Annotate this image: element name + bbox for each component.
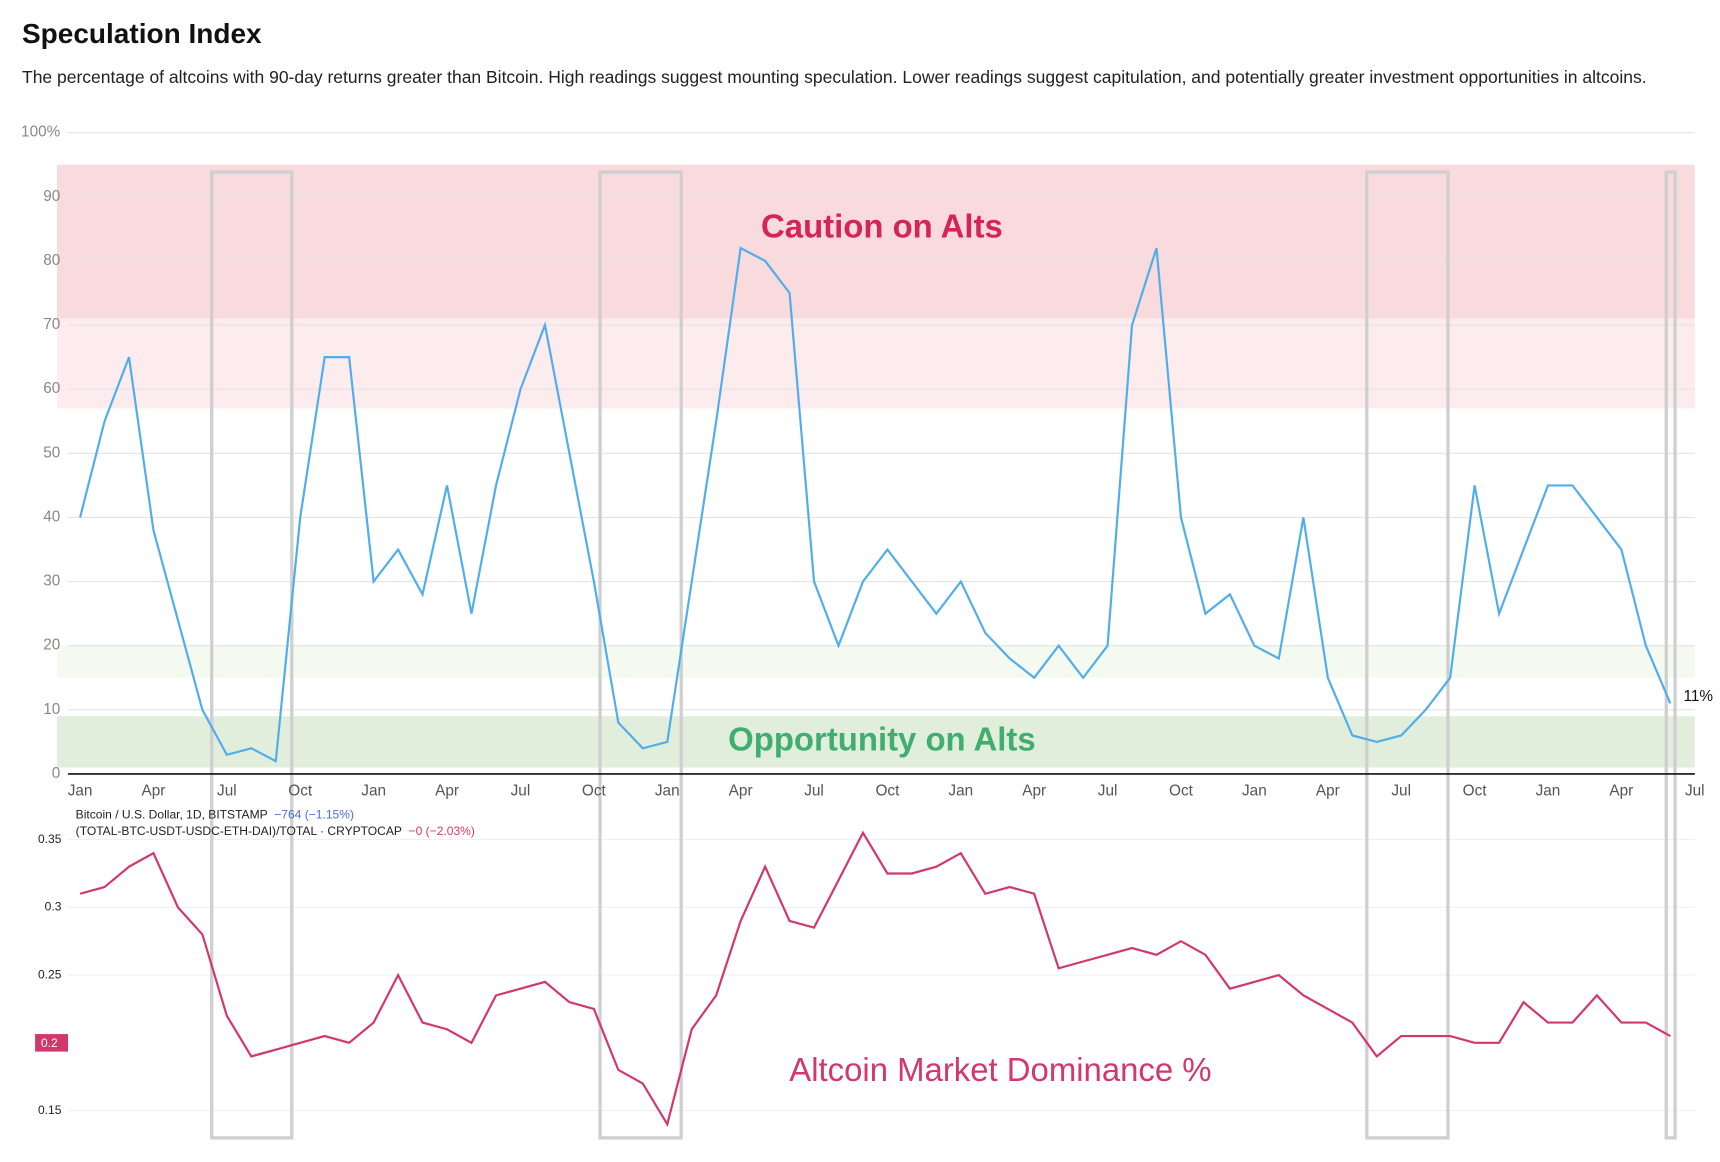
legend-name: (TOTAL-BTC-USDT-USDC-ETH-DAI)/TOTAL · CR… [76, 824, 402, 838]
subtitle: The percentage of altcoins with 90-day r… [22, 67, 1647, 87]
x-tick-label: Jul [804, 783, 824, 800]
y-tick-label: 0.3 [45, 900, 62, 914]
x-tick-label: Oct [875, 783, 900, 800]
x-tick-label: Apr [1609, 783, 1633, 800]
x-tick-label: Oct [1169, 783, 1194, 800]
x-tick-label: Jan [1536, 783, 1561, 800]
title: Speculation Index [22, 18, 262, 49]
y-tick-label: 70 [43, 316, 60, 333]
x-tick-label: Oct [582, 783, 607, 800]
y-tick-label: 40 [43, 508, 60, 525]
zone-label: Opportunity on Alts [728, 721, 1036, 758]
x-tick-label: Jul [1685, 783, 1705, 800]
value-label: 11% [1683, 688, 1713, 705]
legend-entry: (TOTAL-BTC-USDT-USDC-ETH-DAI)/TOTAL · CR… [76, 824, 475, 838]
x-tick-label: Apr [1316, 783, 1340, 800]
zone-label: Caution on Alts [761, 208, 1003, 245]
series-line [79, 246, 1672, 763]
x-tick-label: Jan [1242, 783, 1267, 800]
series-line [79, 830, 1671, 1127]
y-tick-label: 0.25 [38, 967, 62, 981]
x-tick-label: Oct [288, 783, 313, 800]
current-value-label: 0.2 [41, 1036, 58, 1050]
legend-change: −764 (−1.15%) [274, 808, 354, 822]
y-tick-label: 60 [43, 380, 60, 397]
current-badge [35, 1034, 69, 1052]
legend-entry: Bitcoin / U.S. Dollar, 1D, BITSTAMP −764 … [76, 808, 354, 822]
x-tick-label: Oct [1463, 783, 1488, 800]
y-tick-label: 0.15 [38, 1103, 62, 1117]
zone [57, 716, 1695, 768]
x-tick-label: Apr [729, 783, 753, 800]
period-box [1664, 170, 1677, 1140]
zone [57, 318, 1695, 409]
legend-change: −0 (−2.03%) [409, 824, 475, 838]
period-box [1365, 170, 1450, 1140]
x-tick-label: Jan [948, 783, 973, 800]
x-tick-label: Jul [511, 783, 531, 800]
legend-name: Bitcoin / U.S. Dollar, 1D, BITSTAMP [76, 808, 268, 822]
zone [57, 164, 1695, 319]
x-tick-label: Jul [1391, 783, 1411, 800]
y-tick-label: 0.35 [38, 832, 62, 846]
zone [57, 645, 1695, 678]
x-tick-label: Jan [655, 783, 680, 800]
y-tick-label: 30 [43, 573, 60, 590]
y-tick-label: 80 [43, 252, 60, 269]
y-tick-label: 10 [43, 701, 60, 718]
x-tick-label: Jul [217, 783, 237, 800]
chart-annotation: Altcoin Market Dominance % [789, 1051, 1211, 1088]
x-tick-label: Apr [1022, 783, 1046, 800]
y-tick-label: 100% [21, 124, 61, 141]
x-tick-label: Jul [1098, 783, 1118, 800]
y-tick-label: 0 [52, 765, 61, 782]
period-box [210, 170, 294, 1140]
y-tick-label: 20 [43, 637, 60, 654]
y-tick-label: 50 [43, 444, 60, 461]
x-tick-label: Jan [361, 783, 386, 800]
y-tick-label: 90 [43, 188, 60, 205]
x-tick-label: Apr [142, 783, 166, 800]
x-tick-label: Jan [68, 783, 93, 800]
x-tick-label: Apr [435, 783, 459, 800]
